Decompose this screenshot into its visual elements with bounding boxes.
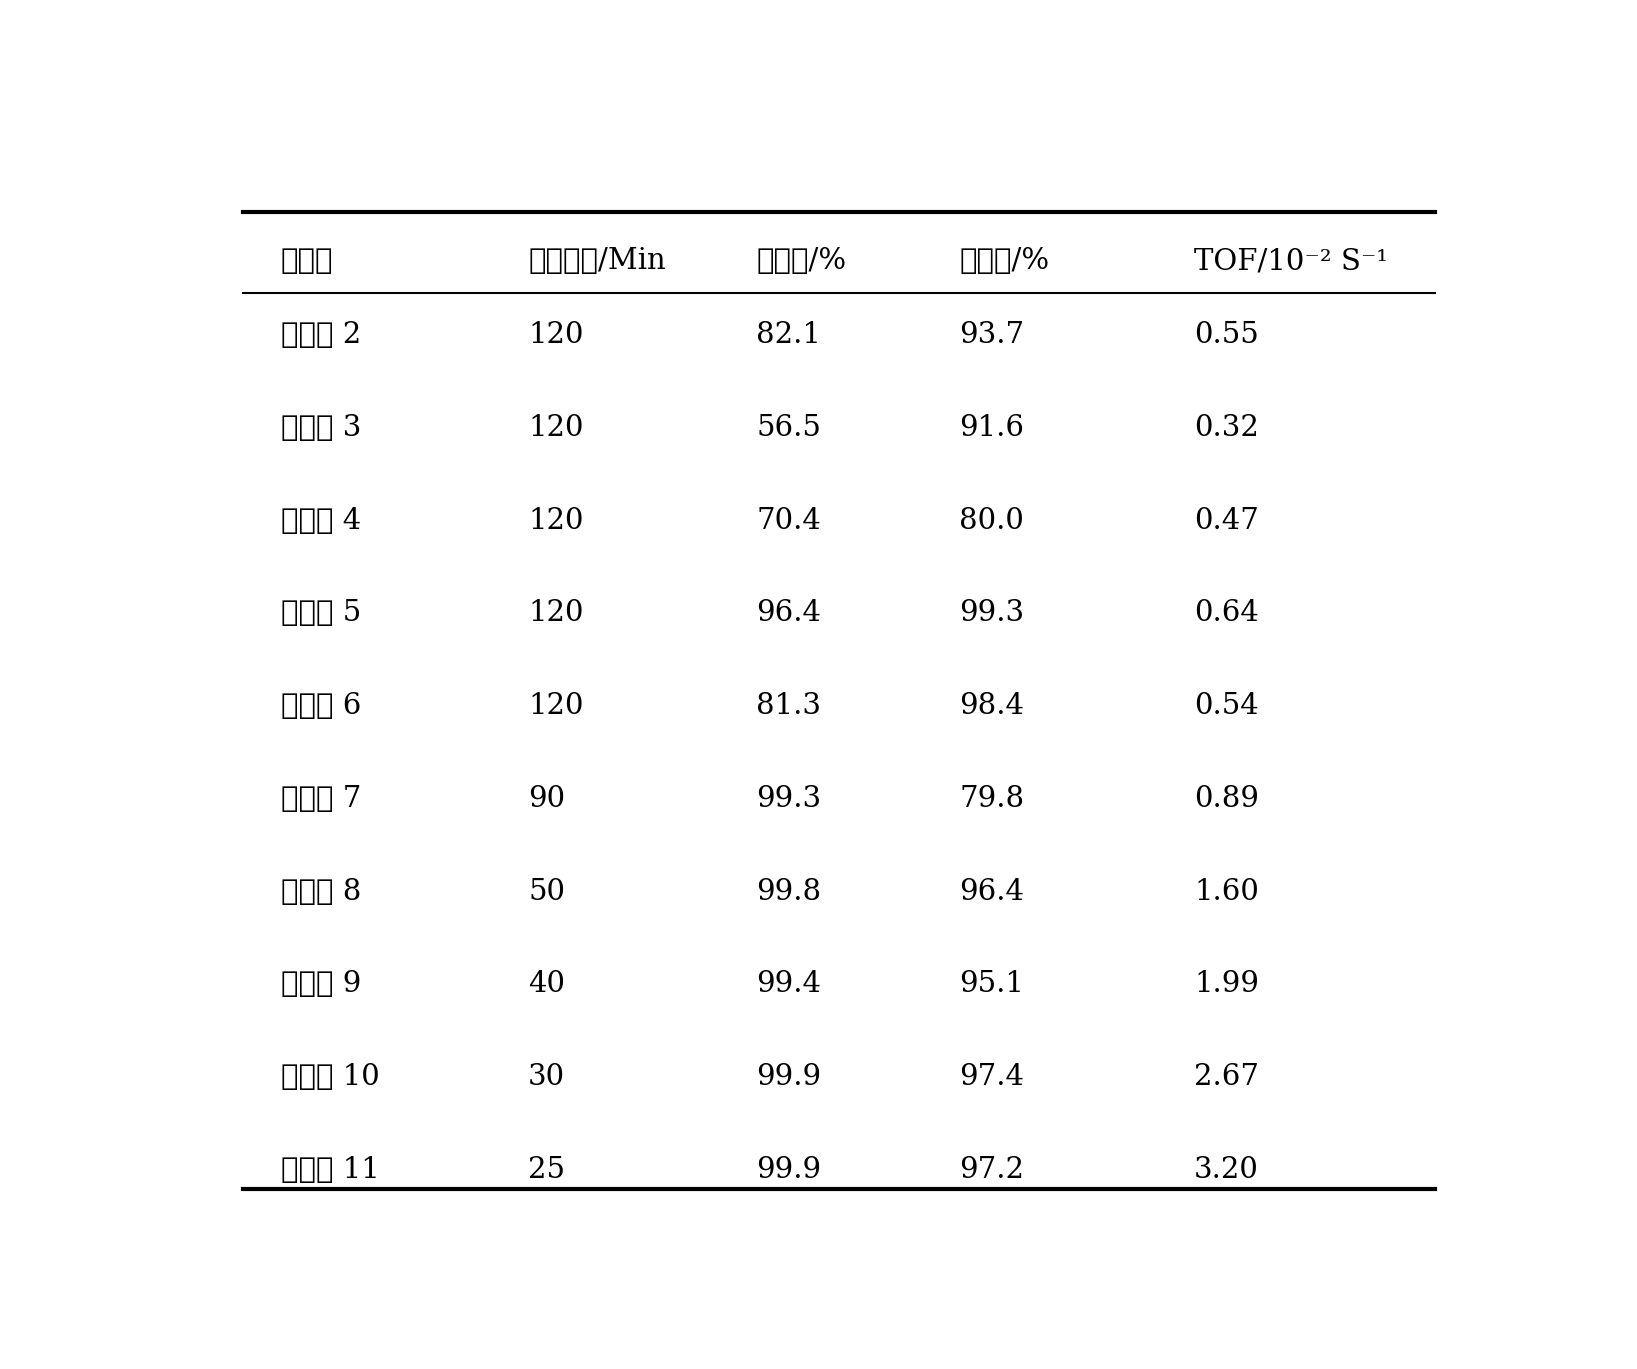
Text: 转化率/%: 转化率/%	[756, 248, 846, 275]
Text: 0.32: 0.32	[1193, 413, 1259, 442]
Text: 1.99: 1.99	[1193, 971, 1259, 998]
Text: 实施例 9: 实施例 9	[282, 971, 362, 998]
Text: TOF/10⁻² S⁻¹: TOF/10⁻² S⁻¹	[1193, 248, 1388, 275]
Text: 50: 50	[529, 878, 565, 906]
Text: 120: 120	[529, 322, 584, 349]
Text: 实施例 3: 实施例 3	[282, 413, 362, 442]
Text: 实施例 6: 实施例 6	[282, 693, 362, 720]
Text: 1.60: 1.60	[1193, 878, 1259, 906]
Text: 99.9: 99.9	[756, 1064, 822, 1091]
Text: 120: 120	[529, 693, 584, 720]
Text: 实施例 10: 实施例 10	[282, 1064, 380, 1091]
Text: 96.4: 96.4	[756, 600, 822, 627]
Text: 40: 40	[529, 971, 565, 998]
Text: 93.7: 93.7	[959, 322, 1025, 349]
Text: 实施例 11: 实施例 11	[282, 1155, 380, 1184]
Text: 91.6: 91.6	[959, 413, 1025, 442]
Text: 0.55: 0.55	[1193, 322, 1259, 349]
Text: 选择性/%: 选择性/%	[959, 248, 1049, 275]
Text: 120: 120	[529, 600, 584, 627]
Text: 实施例 4: 实施例 4	[282, 507, 362, 534]
Text: 97.2: 97.2	[959, 1155, 1025, 1184]
Text: 2.67: 2.67	[1193, 1064, 1259, 1091]
Text: 0.54: 0.54	[1193, 693, 1259, 720]
Text: 实施例 7: 实施例 7	[282, 784, 362, 813]
Text: 3.20: 3.20	[1193, 1155, 1259, 1184]
Text: 82.1: 82.1	[756, 322, 822, 349]
Text: 实施例 8: 实施例 8	[282, 878, 362, 906]
Text: 79.8: 79.8	[959, 784, 1025, 813]
Text: 120: 120	[529, 507, 584, 534]
Text: 99.3: 99.3	[959, 600, 1025, 627]
Text: 99.3: 99.3	[756, 784, 822, 813]
Text: 95.1: 95.1	[959, 971, 1025, 998]
Text: 96.4: 96.4	[959, 878, 1025, 906]
Text: 实施例: 实施例	[282, 248, 334, 275]
Text: 97.4: 97.4	[959, 1064, 1025, 1091]
Text: 反应时间/Min: 反应时间/Min	[529, 248, 666, 275]
Text: 81.3: 81.3	[756, 693, 822, 720]
Text: 25: 25	[529, 1155, 565, 1184]
Text: 0.64: 0.64	[1193, 600, 1259, 627]
Text: 99.4: 99.4	[756, 971, 822, 998]
Text: 实施例 5: 实施例 5	[282, 600, 362, 627]
Text: 98.4: 98.4	[959, 693, 1025, 720]
Text: 0.89: 0.89	[1193, 784, 1259, 813]
Text: 实施例 2: 实施例 2	[282, 322, 362, 349]
Text: 30: 30	[529, 1064, 565, 1091]
Text: 56.5: 56.5	[756, 413, 822, 442]
Text: 120: 120	[529, 413, 584, 442]
Text: 70.4: 70.4	[756, 507, 822, 534]
Text: 99.8: 99.8	[756, 878, 822, 906]
Text: 80.0: 80.0	[959, 507, 1025, 534]
Text: 99.9: 99.9	[756, 1155, 822, 1184]
Text: 0.47: 0.47	[1193, 507, 1259, 534]
Text: 90: 90	[529, 784, 565, 813]
